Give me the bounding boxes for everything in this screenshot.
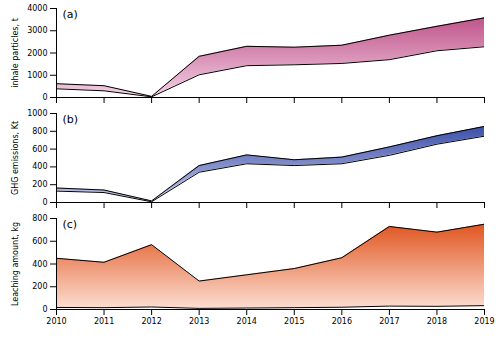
svg-text:(c): (c) [63, 218, 78, 231]
svg-text:inhale particles, t: inhale particles, t [11, 18, 20, 88]
svg-text:2018: 2018 [427, 317, 447, 326]
svg-text:0: 0 [42, 198, 47, 207]
svg-text:2011: 2011 [94, 317, 114, 326]
svg-text:200: 200 [32, 282, 47, 291]
svg-text:(b): (b) [63, 113, 79, 126]
svg-text:1000: 1000 [27, 109, 47, 118]
svg-text:2015: 2015 [284, 317, 304, 326]
svg-text:0: 0 [42, 93, 47, 102]
svg-text:2019: 2019 [474, 317, 494, 326]
svg-text:400: 400 [32, 162, 47, 171]
svg-text:2014: 2014 [237, 317, 257, 326]
svg-text:2013: 2013 [189, 317, 209, 326]
svg-text:2000: 2000 [27, 49, 47, 58]
svg-text:3000: 3000 [27, 26, 47, 35]
svg-text:400: 400 [32, 260, 47, 269]
svg-text:(a): (a) [63, 8, 78, 21]
svg-text:1000: 1000 [27, 71, 47, 80]
svg-text:2017: 2017 [379, 317, 399, 326]
svg-text:0: 0 [42, 305, 47, 314]
svg-text:2010: 2010 [46, 317, 66, 326]
svg-text:2016: 2016 [332, 317, 352, 326]
svg-text:800: 800 [32, 214, 47, 223]
svg-text:2012: 2012 [141, 317, 161, 326]
svg-text:800: 800 [32, 127, 47, 136]
svg-text:200: 200 [32, 180, 47, 189]
svg-text:600: 600 [32, 237, 47, 246]
svg-text:Leaching amount, kg: Leaching amount, kg [11, 222, 20, 306]
svg-text:GHG emissions, Kt: GHG emissions, Kt [11, 121, 20, 195]
svg-text:600: 600 [32, 145, 47, 154]
svg-text:4000: 4000 [27, 4, 47, 13]
